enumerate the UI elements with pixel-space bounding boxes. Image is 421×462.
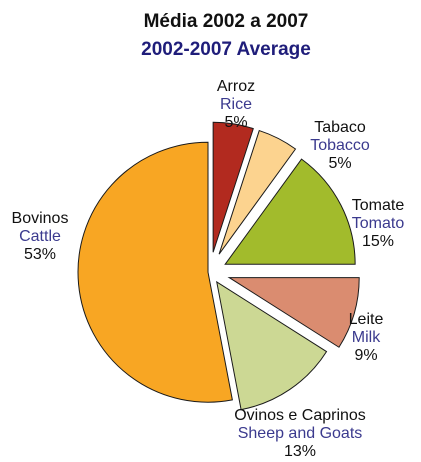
chart-title: Média 2002 a 2007 [144, 11, 309, 32]
pie-slice-sheep [216, 280, 328, 411]
slice-percent-rice: 5% [224, 114, 247, 131]
slice-label-en-sheep: Sheep and Goats [238, 425, 363, 442]
slice-percent-tomato: 15% [362, 233, 394, 250]
pie-slices [77, 121, 360, 411]
slice-percent-cattle: 53% [24, 246, 56, 263]
slice-label-rice: Arroz [217, 78, 255, 95]
slice-label-cattle: Bovinos [12, 210, 69, 227]
slice-label-milk: Leite [349, 311, 384, 328]
pie-slice-tobacco [218, 129, 297, 255]
slice-label-en-tomato: Tomato [352, 215, 405, 232]
slice-label-en-rice: Rice [220, 96, 252, 113]
pie-slice-rice [212, 121, 254, 253]
pie-slice-cattle [77, 141, 233, 403]
pie-slice-milk [227, 277, 360, 348]
slice-label-tobacco: Tabaco [314, 119, 366, 136]
slice-percent-sheep: 13% [284, 443, 316, 460]
slice-label-sheep: Ovinos e Caprinos [234, 407, 366, 424]
slice-label-tomato: Tomate [352, 197, 405, 214]
slice-percent-tobacco: 5% [328, 155, 351, 172]
pie-slice-tomato [224, 158, 356, 265]
slice-percent-milk: 9% [354, 347, 377, 364]
chart-subtitle: 2002-2007 Average [141, 39, 311, 60]
slice-label-en-tobacco: Tobacco [310, 137, 370, 154]
slice-label-en-milk: Milk [352, 329, 381, 346]
slice-label-en-cattle: Cattle [19, 228, 61, 245]
